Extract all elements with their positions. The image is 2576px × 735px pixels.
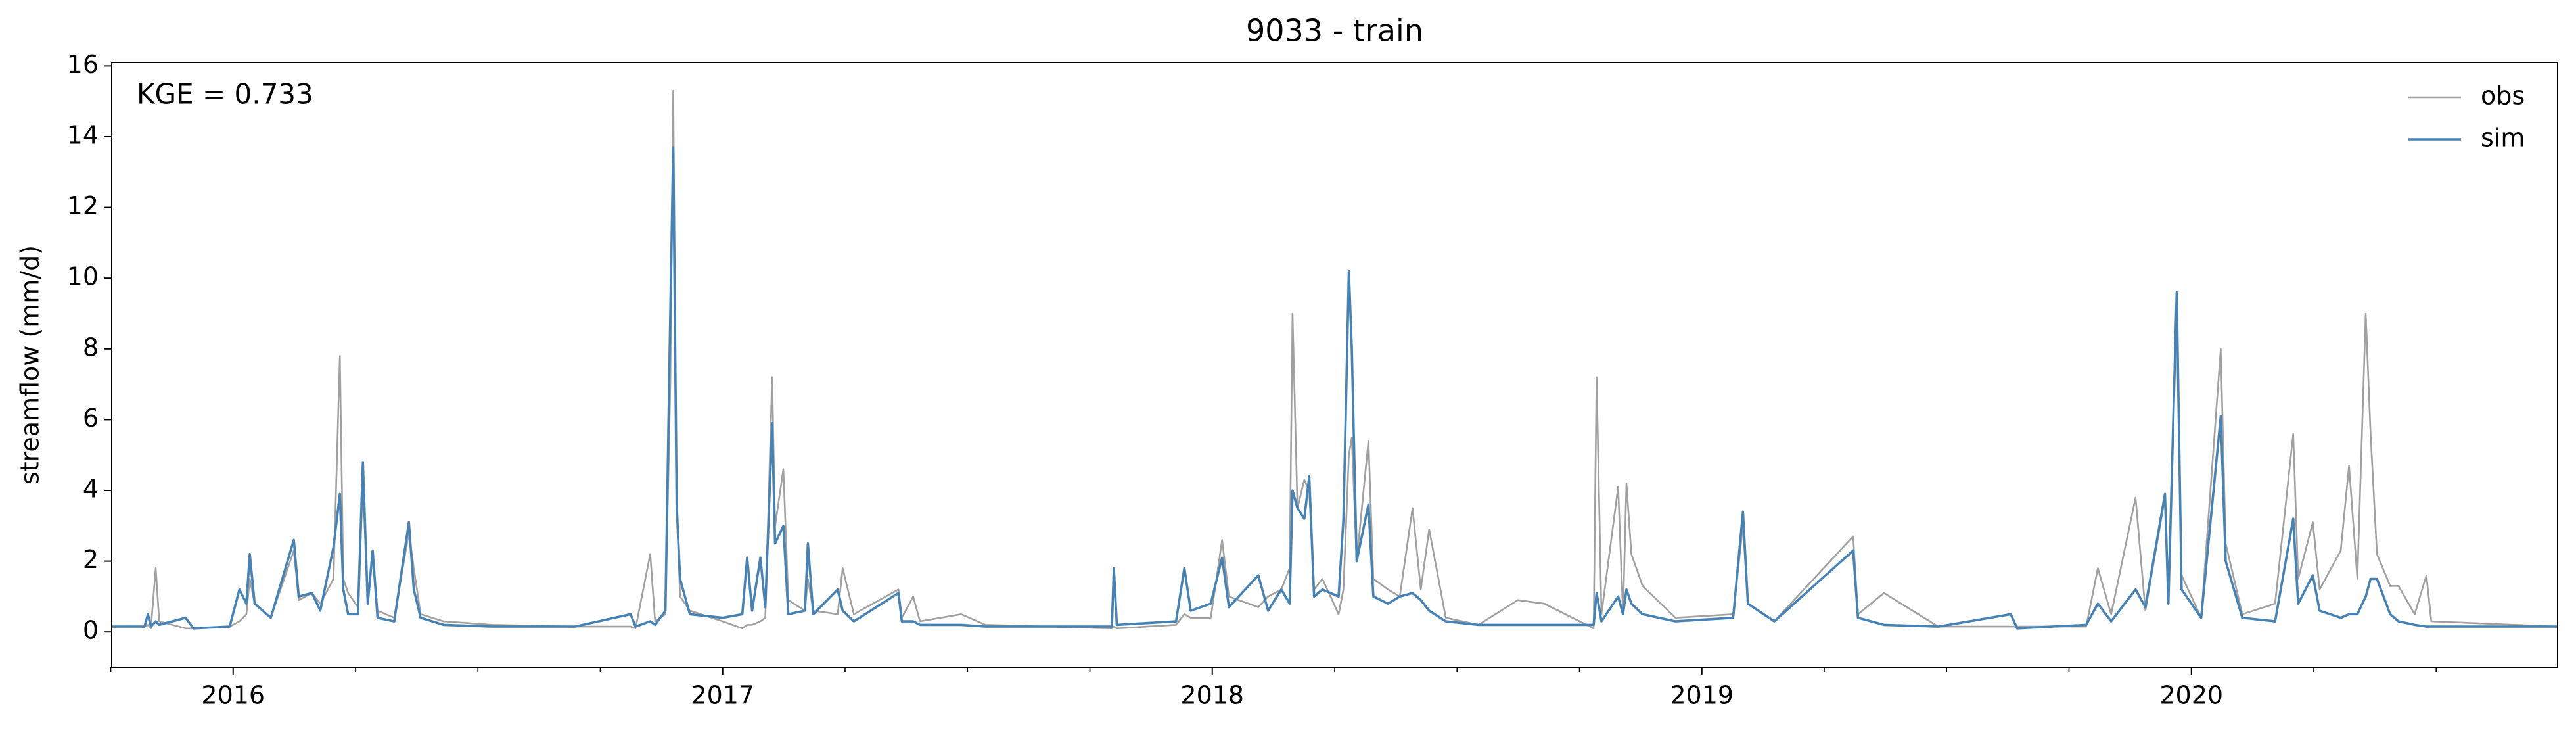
x-tick-label: 2017 xyxy=(691,681,754,710)
y-tick-label: 2 xyxy=(83,545,99,574)
legend-label: sim xyxy=(2481,124,2525,153)
y-tick-label: 0 xyxy=(83,616,99,645)
y-tick-label: 4 xyxy=(83,474,99,503)
legend-label: obs xyxy=(2481,82,2525,110)
y-axis-label: streamflow (mm/d) xyxy=(16,245,45,485)
plot-frame xyxy=(111,62,2558,668)
chart-title: 9033 - train xyxy=(1246,13,1423,49)
y-tick-label: 14 xyxy=(67,120,99,149)
y-tick-label: 8 xyxy=(83,333,99,362)
x-tick-label: 2020 xyxy=(2159,681,2223,710)
y-tick-label: 6 xyxy=(83,404,99,433)
y-tick-label: 12 xyxy=(67,191,99,220)
x-tick-label: 2019 xyxy=(1670,681,1734,710)
y-tick-label: 16 xyxy=(67,50,99,79)
series-line xyxy=(112,146,2558,630)
series-line xyxy=(112,89,2558,630)
y-tick-label: 10 xyxy=(67,262,99,291)
x-tick-label: 2016 xyxy=(201,681,265,710)
annotation: KGE = 0.733 xyxy=(137,78,313,110)
x-tick-label: 2018 xyxy=(1180,681,1244,710)
